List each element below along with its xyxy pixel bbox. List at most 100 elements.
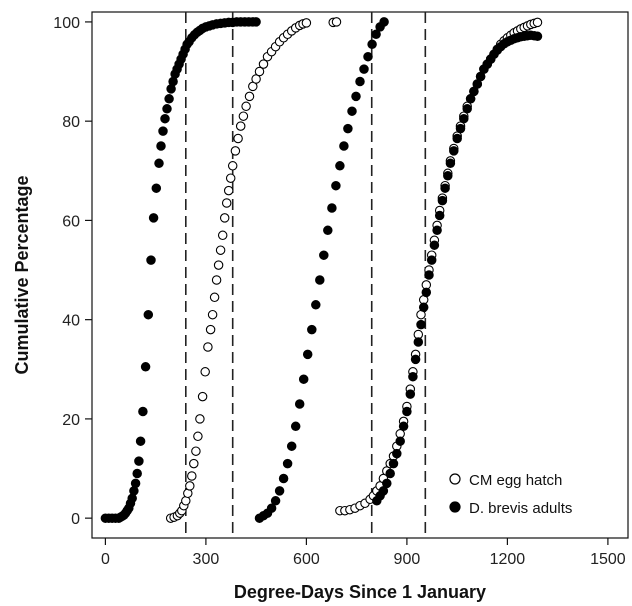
d-brevis-adults-point bbox=[418, 302, 429, 313]
d-brevis-adults-point bbox=[426, 255, 437, 265]
plot-frame bbox=[91, 11, 629, 539]
d-brevis-adults-point bbox=[339, 141, 349, 151]
plot-area: 0 300 600 900 1200 1500 0 20 40 60 80 100 bbox=[53, 11, 629, 568]
x-tick-label: 900 bbox=[394, 551, 421, 568]
d-brevis-adults-point bbox=[416, 319, 426, 330]
d-brevis-adults-point bbox=[294, 399, 305, 409]
cm-egg-hatch-point bbox=[233, 133, 243, 144]
d-brevis-adults-point bbox=[130, 478, 141, 489]
cm-egg-hatch-point bbox=[205, 324, 216, 335]
x-tick-label: 300 bbox=[193, 551, 220, 568]
d-brevis-adults-point bbox=[135, 436, 146, 446]
cm-egg-hatch-point bbox=[193, 431, 203, 442]
legend-label-d-brevis-adults: D. brevis adults bbox=[469, 500, 572, 517]
d-brevis-adults-point bbox=[363, 51, 373, 62]
d-brevis-adults-point bbox=[421, 287, 432, 298]
cm-egg-hatch-point bbox=[211, 275, 222, 285]
d-brevis-adults-point bbox=[156, 141, 166, 151]
x-tick-label: 1500 bbox=[590, 551, 626, 568]
d-brevis-adults-point bbox=[440, 183, 450, 193]
x-axis-title: Degree-Days Since 1 January bbox=[234, 582, 486, 602]
d-brevis-adults-point bbox=[282, 458, 293, 469]
d-brevis-adults-point bbox=[134, 456, 144, 466]
d-brevis-adults-point bbox=[331, 180, 341, 191]
cm-egg-hatch-point bbox=[225, 173, 236, 183]
x-tick-label: 0 bbox=[101, 551, 110, 568]
d-brevis-adults-point bbox=[327, 203, 337, 213]
d-brevis-adults-point bbox=[452, 133, 462, 144]
cm-egg-hatch-point bbox=[185, 481, 195, 491]
d-brevis-adults-point bbox=[298, 374, 309, 384]
d-brevis-adults-point bbox=[385, 468, 395, 479]
d-brevis-adults-point bbox=[151, 183, 162, 193]
d-brevis-adults-point bbox=[286, 441, 297, 451]
d-brevis-adults-point bbox=[402, 406, 412, 417]
cm-egg-hatch-point bbox=[301, 18, 312, 28]
d-brevis-adults-point bbox=[138, 406, 148, 417]
d-brevis-adults-point bbox=[532, 31, 543, 42]
y-tick-label: 100 bbox=[53, 15, 80, 32]
cm-egg-hatch-point bbox=[331, 17, 342, 27]
d-brevis-adults-point bbox=[160, 113, 170, 124]
x-tick-label: 600 bbox=[293, 551, 320, 568]
legend-marker-cm-egg-hatch bbox=[449, 473, 461, 485]
d-brevis-adults-point bbox=[335, 161, 345, 171]
cm-egg-hatch-point bbox=[215, 245, 226, 255]
cm-egg-hatch-point bbox=[195, 414, 205, 424]
cm-egg-hatch-point bbox=[219, 213, 230, 223]
cm-egg-hatch-point bbox=[207, 309, 218, 320]
d-brevis-adults-point bbox=[323, 225, 333, 236]
cm-egg-hatch-point bbox=[223, 185, 234, 196]
legend: CM egg hatch D. brevis adults bbox=[449, 472, 572, 517]
d-brevis-adults-point bbox=[351, 91, 361, 102]
cm-egg-hatch-point bbox=[238, 111, 249, 121]
d-brevis-adults-point bbox=[154, 158, 164, 169]
d-brevis-adults-point bbox=[379, 17, 389, 27]
d-brevis-adults-point bbox=[274, 486, 285, 496]
d-brevis-adults-point bbox=[455, 123, 466, 134]
d-brevis-adults-point bbox=[367, 39, 377, 50]
d-brevis-adults-point bbox=[410, 354, 421, 365]
d-brevis-adults-point bbox=[429, 240, 440, 250]
d-brevis-adults-point bbox=[382, 478, 392, 489]
d-brevis-adults-point bbox=[462, 104, 472, 114]
d-brevis-adults-point bbox=[432, 225, 442, 236]
y-tick-label: 0 bbox=[71, 511, 80, 528]
d-brevis-adults-point bbox=[162, 104, 172, 114]
legend-marker-d-brevis-adults bbox=[449, 501, 461, 513]
d-brevis-adults-point bbox=[132, 468, 142, 479]
d-brevis-adults-point bbox=[459, 113, 469, 124]
d-brevis-adults-point bbox=[395, 436, 405, 446]
d-brevis-adults-point bbox=[140, 362, 151, 372]
d-brevis-adults-point bbox=[443, 171, 453, 181]
d-brevis-adults-point bbox=[302, 349, 313, 360]
y-tick-label: 40 bbox=[62, 313, 80, 330]
cm-egg-hatch-point bbox=[209, 292, 220, 303]
cm-egg-hatch-point bbox=[197, 391, 208, 402]
d-brevis-adults-point bbox=[359, 64, 369, 74]
d-brevis-adults-point bbox=[371, 29, 381, 40]
d-brevis-adults-point bbox=[388, 458, 399, 469]
d-brevis-adults-point bbox=[437, 195, 448, 206]
d-brevis-adults-point bbox=[392, 448, 402, 459]
cm-egg-hatch-point bbox=[241, 101, 251, 112]
d-brevis-adults-point bbox=[158, 126, 168, 136]
cm-egg-hatch-point bbox=[258, 59, 269, 69]
d-brevis-adults-point bbox=[445, 158, 456, 169]
d-brevis-adults-point bbox=[278, 473, 289, 484]
cm-egg-hatch-point bbox=[200, 367, 210, 377]
cm-egg-hatch-point bbox=[203, 342, 213, 352]
cm-egg-hatch-point bbox=[244, 91, 255, 102]
y-tick-label: 20 bbox=[62, 412, 80, 429]
d-brevis-adults-point bbox=[251, 17, 261, 27]
d-brevis-adults-point bbox=[347, 106, 357, 116]
cm-egg-hatch-point bbox=[217, 230, 228, 241]
y-tick-label: 60 bbox=[62, 213, 80, 230]
cm-egg-hatch-point bbox=[227, 161, 238, 171]
d-brevis-adults-point bbox=[307, 324, 317, 335]
y-axis-title: Cumulative Percentage bbox=[12, 175, 32, 374]
cm-egg-hatch-point bbox=[254, 66, 265, 77]
cm-egg-hatch-point bbox=[187, 471, 197, 481]
cm-egg-hatch-point bbox=[235, 121, 246, 131]
